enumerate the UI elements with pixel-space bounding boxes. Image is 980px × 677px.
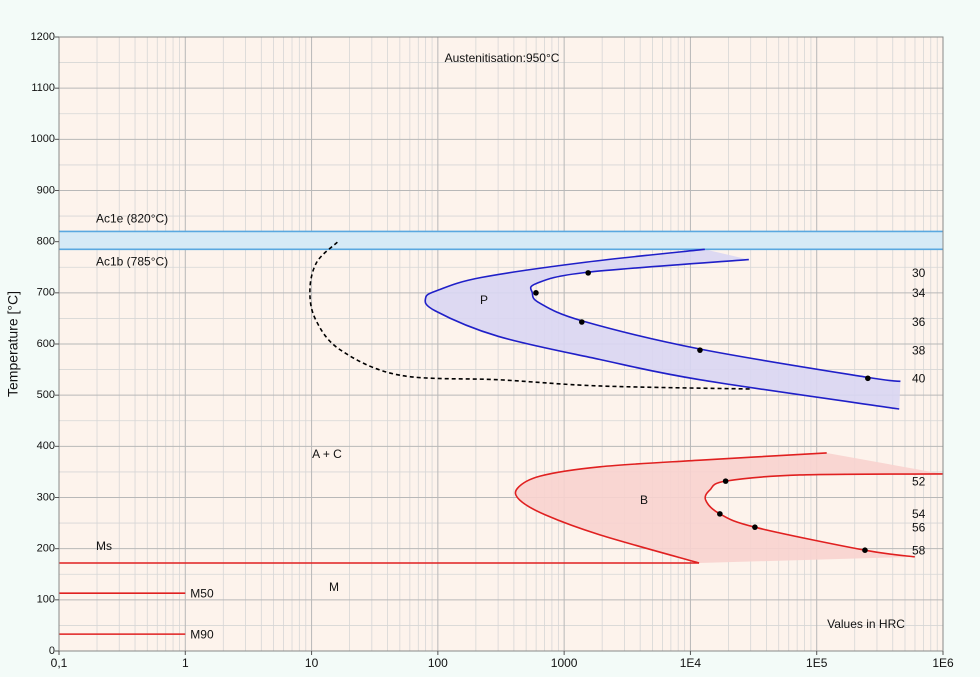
hardness-point (752, 524, 758, 530)
curve (514, 452, 827, 564)
hardness-point (722, 478, 729, 484)
y-tick-label: 200 (37, 543, 55, 555)
hardness-point (717, 511, 723, 517)
ac1-label: Ac1b (785°C) (96, 255, 168, 269)
hardness-point (533, 290, 539, 296)
curve (424, 248, 900, 410)
hardness-label: 52 (912, 474, 926, 488)
hardness-label: 38 (912, 343, 926, 357)
annotation: P (480, 293, 488, 307)
x-tick-label: 0,1 (51, 656, 68, 670)
annotation: Values in HRC (827, 617, 905, 631)
y-tick-label: 500 (37, 389, 55, 401)
curve (309, 241, 753, 390)
chart-title: Austenitisation:950°C (445, 51, 560, 65)
ac1-band (59, 231, 943, 250)
hardness-point (865, 375, 871, 382)
x-tick-label: 1E4 (680, 656, 702, 670)
fills (59, 231, 943, 563)
y-tick-label: 600 (37, 338, 55, 350)
y-tick-label: 1000 (31, 133, 55, 145)
curve (704, 473, 944, 558)
y-tick-label: 900 (37, 184, 55, 196)
y-tick-label: 400 (37, 440, 55, 452)
x-tick-label: 1E6 (932, 656, 954, 670)
y-axis-title: Temperature [°C] (5, 291, 21, 397)
annotation: A + C (312, 447, 342, 461)
hardness-point (579, 319, 585, 325)
hardness-point (585, 270, 591, 276)
x-tick-label: 100 (428, 656, 448, 670)
x-tick-label: 1E5 (806, 656, 828, 670)
annotation: B (640, 493, 648, 507)
y-tick-label: 0 (49, 645, 55, 657)
x-tick-label: 1 (182, 656, 189, 670)
hardness-label: 58 (912, 543, 926, 557)
y-tick-label: 1200 (31, 31, 55, 43)
hardness-point (862, 547, 868, 554)
x-tick-label: 10 (305, 656, 319, 670)
hardness-label: 36 (912, 315, 926, 329)
annotation: M (329, 580, 339, 594)
region-fill (425, 249, 901, 409)
y-tick-label: 800 (37, 236, 55, 248)
hardness-label: 56 (912, 520, 926, 534)
series-label: Ms (96, 539, 112, 553)
hardness-point (697, 347, 703, 353)
y-tick-label: 300 (37, 491, 55, 503)
hardness-label: 40 (912, 371, 926, 385)
region-fill (515, 452, 943, 563)
hardness-label: 30 (912, 266, 926, 280)
y-tick-label: 700 (37, 287, 55, 299)
y-tick-label: 100 (37, 594, 55, 606)
y-tick-label: 1100 (31, 82, 55, 94)
series-label: M50 (190, 586, 214, 600)
hardness-label: 54 (912, 507, 926, 521)
x-tick-label: 1000 (551, 656, 578, 670)
series-label: M90 (190, 627, 214, 641)
hardness-label: 34 (912, 286, 926, 300)
ac1-label: Ac1e (820°C) (96, 212, 168, 226)
